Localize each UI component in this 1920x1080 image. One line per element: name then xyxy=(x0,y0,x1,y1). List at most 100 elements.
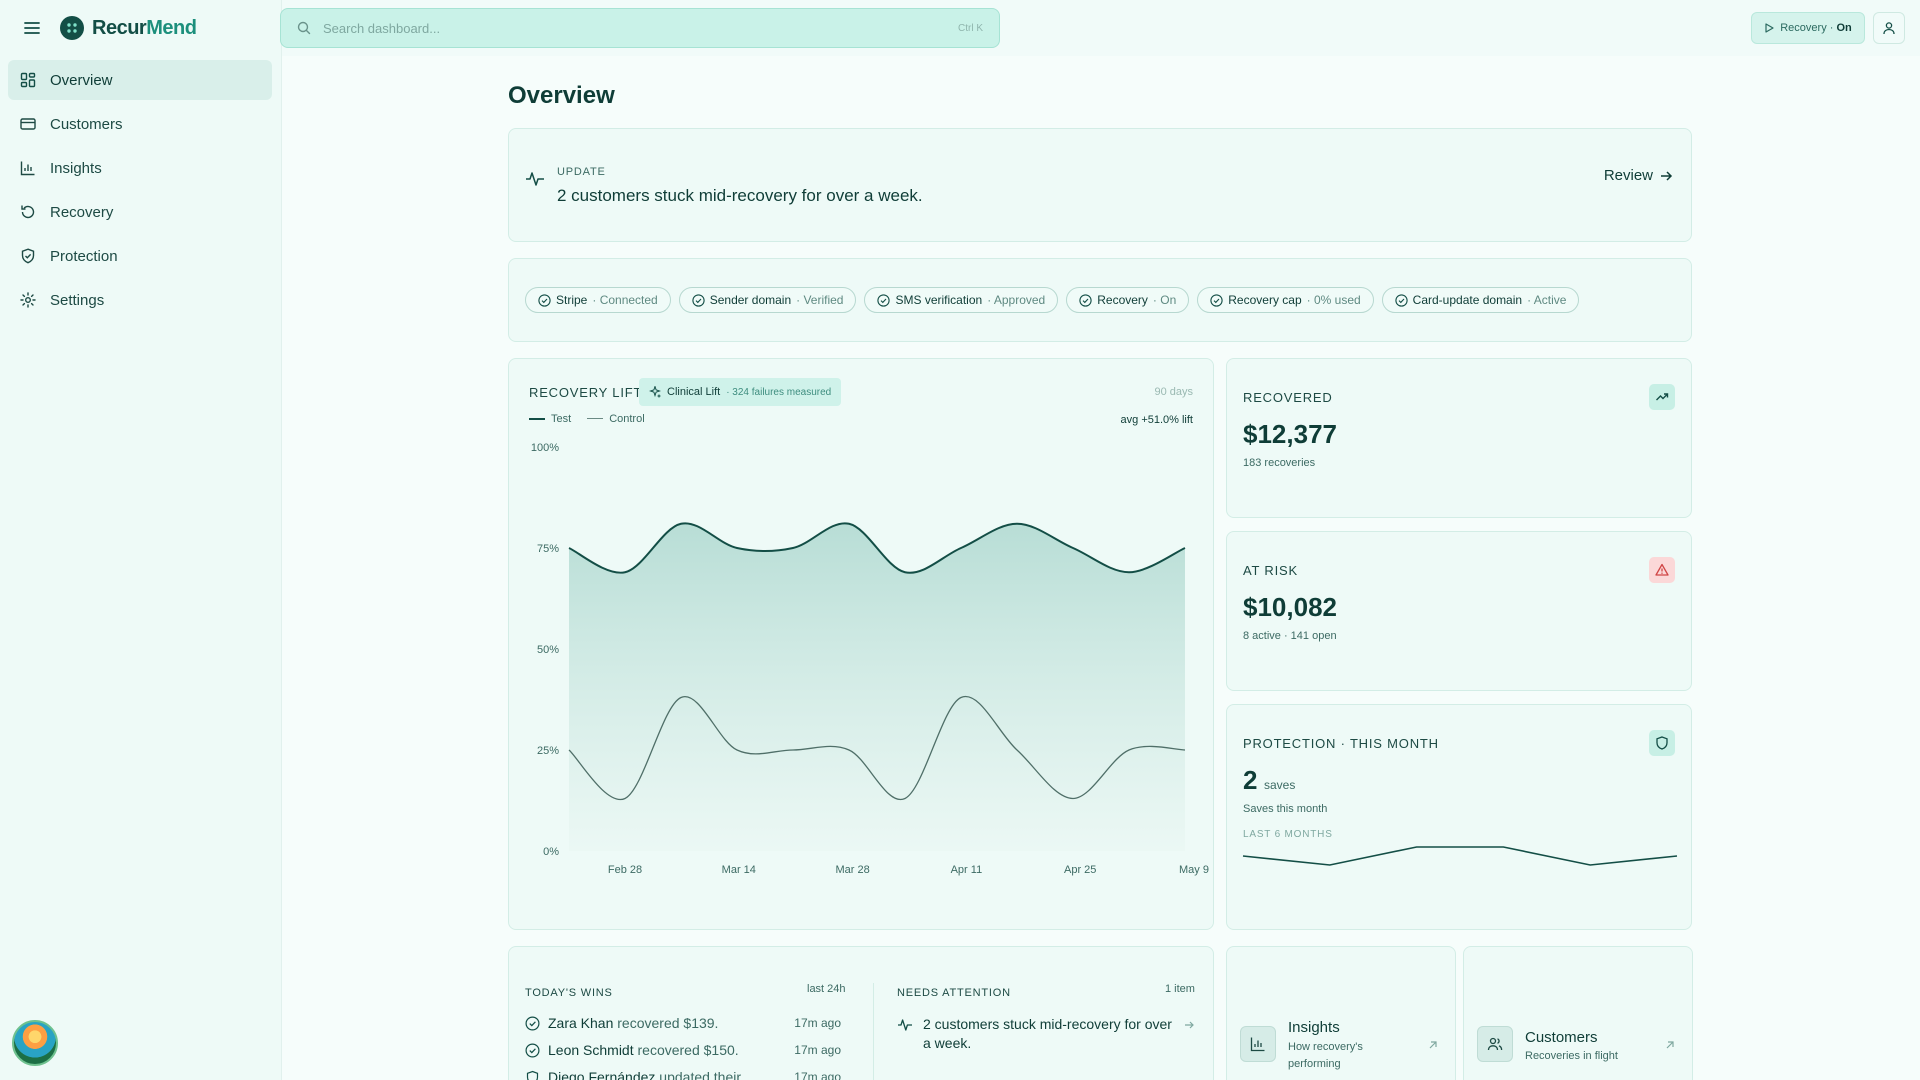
arrow-up-right-icon xyxy=(1429,1041,1437,1049)
sidebar-item-label: Settings xyxy=(50,291,105,309)
sidebar-item-insights[interactable]: Insights xyxy=(8,148,272,188)
list-item[interactable]: Diego Fernández updated their 17m ago xyxy=(525,1067,841,1080)
sparkline xyxy=(1242,846,1678,866)
shortcut-sub: How recovery's performing xyxy=(1288,1041,1363,1070)
card-icon xyxy=(20,118,36,130)
customers-shortcut[interactable]: Customers Recoveries in flight xyxy=(1463,946,1693,1080)
sidebar-item-overview[interactable]: Overview xyxy=(8,60,272,100)
list-item[interactable]: Zara Khan recovered $139. 17m ago xyxy=(525,1013,841,1033)
gear-icon xyxy=(20,292,36,308)
status-chip-recovery-cap[interactable]: Recovery cap · 0% used xyxy=(1197,287,1374,313)
sidebar-item-recovery[interactable]: Recovery xyxy=(8,192,272,232)
recovery-status-button[interactable]: Recovery · On xyxy=(1751,12,1865,44)
shield-check-icon xyxy=(21,248,35,264)
divider xyxy=(873,983,874,1080)
test-line xyxy=(568,522,1186,574)
sidebar-item-settings[interactable]: Settings xyxy=(8,280,272,320)
recovery-lift-title: RECOVERY LIFT xyxy=(529,385,643,400)
bar-chart-icon xyxy=(1240,1026,1276,1062)
x-tick-label: Mar 14 xyxy=(722,864,756,876)
arrow-right-icon xyxy=(1185,1021,1194,1029)
logo[interactable]: RecurMend xyxy=(60,16,197,40)
trend-up-icon xyxy=(1649,384,1675,410)
protection-value: 2 xyxy=(1243,765,1258,795)
status-chip-stripe[interactable]: Stripe · Connected xyxy=(525,287,671,313)
search-placeholder: Search dashboard... xyxy=(323,20,441,36)
arrow-right-icon xyxy=(1661,170,1673,181)
sidebar-item-customers[interactable]: Customers xyxy=(8,104,272,144)
brand-name: RecurMend xyxy=(92,16,197,39)
wins-range: last 24h xyxy=(807,983,846,995)
chart-legend: Test Control xyxy=(529,413,645,425)
sidebar-item-label: Overview xyxy=(50,71,113,89)
shortcut-sub: Recoveries in flight xyxy=(1525,1050,1618,1062)
spark-label: LAST 6 MONTHS xyxy=(1243,829,1333,840)
insights-shortcut[interactable]: Insights How recovery's performing xyxy=(1226,946,1456,1080)
recovered-card[interactable]: RECOVERED $12,377 183 recoveries xyxy=(1226,358,1692,518)
user-icon xyxy=(1883,22,1895,35)
attention-item[interactable]: 2 customers stuck mid-recovery for over … xyxy=(897,1015,1197,1053)
clinical-lift-badge[interactable]: Clinical Lift · 324 failures measured xyxy=(639,378,842,406)
check-circle-icon xyxy=(1079,293,1092,307)
recovered-sub: 183 recoveries xyxy=(1243,457,1316,469)
at-risk-title: AT RISK xyxy=(1243,563,1298,578)
status-chip-sms-verification[interactable]: SMS verification · Approved xyxy=(864,287,1059,313)
shield-icon xyxy=(1649,730,1675,756)
status-chip-recovery[interactable]: Recovery · On xyxy=(1066,287,1190,313)
users-icon xyxy=(1477,1026,1513,1062)
check-circle-icon xyxy=(1395,293,1408,307)
top-bar: RecurMend Search dashboard... Ctrl K Rec… xyxy=(0,0,1920,56)
search-shortcut: Ctrl K xyxy=(958,22,983,34)
sidebar-item-label: Insights xyxy=(50,159,102,177)
x-tick-label: Feb 28 xyxy=(608,864,642,876)
at-risk-card[interactable]: AT RISK $10,082 8 active · 141 open xyxy=(1226,531,1692,691)
activity-icon xyxy=(898,1019,912,1031)
bar-chart-icon xyxy=(20,161,35,176)
sidebar-nav: Overview Customers Insights Recovery Pro… xyxy=(8,60,272,324)
recovered-title: RECOVERED xyxy=(1243,390,1333,405)
at-risk-sub: 8 active · 141 open xyxy=(1243,630,1337,642)
sidebar-item-protection[interactable]: Protection xyxy=(8,236,272,276)
status-chips: Stripe · Connected Sender domain · Verifie… xyxy=(508,258,1692,342)
protection-title: PROTECTION · THIS MONTH xyxy=(1243,736,1439,751)
control-line xyxy=(568,695,1186,801)
range-label: 90 days xyxy=(1154,386,1193,398)
shield-icon xyxy=(526,1070,539,1080)
shortcut-title: Insights xyxy=(1288,1019,1340,1036)
list-item[interactable]: Leon Schmidt recovered $150. 17m ago xyxy=(525,1040,841,1060)
page-title: Overview xyxy=(508,82,615,109)
sidebar-item-label: Protection xyxy=(50,247,118,265)
update-banner: UPDATE 2 customers stuck mid-recovery fo… xyxy=(508,128,1692,242)
status-chip-card-update-domain[interactable]: Card-update domain · Active xyxy=(1381,287,1580,313)
wins-attention-card: TODAY'S WINS last 24h Zara Khan recovere… xyxy=(508,946,1214,1080)
user-menu-button[interactable] xyxy=(1873,12,1905,44)
shortcut-title: Customers xyxy=(1525,1029,1598,1046)
legend-control: Control xyxy=(587,413,645,425)
review-button[interactable]: Review xyxy=(1604,167,1673,184)
y-tick-label: 25% xyxy=(537,745,559,757)
recovered-value: $12,377 xyxy=(1243,419,1337,449)
y-tick-label: 50% xyxy=(537,644,559,656)
x-tick-label: Apr 25 xyxy=(1064,864,1096,876)
recovery-lift-card: RECOVERY LIFT Clinical Lift · 324 failur… xyxy=(508,358,1214,930)
y-tick-label: 0% xyxy=(543,846,559,858)
search-input[interactable]: Search dashboard... Ctrl K xyxy=(280,8,1000,48)
rotate-icon xyxy=(21,205,35,219)
legend-test: Test xyxy=(529,413,571,425)
protection-value-label: saves xyxy=(1264,778,1296,792)
grid-icon xyxy=(20,72,36,88)
protection-card[interactable]: PROTECTION · THIS MONTH 2 saves Saves th… xyxy=(1226,704,1692,930)
x-tick-label: Apr 11 xyxy=(951,864,983,876)
check-circle-icon xyxy=(1210,293,1223,307)
y-tick-label: 75% xyxy=(537,543,559,555)
check-circle-icon xyxy=(538,293,551,307)
update-message: 2 customers stuck mid-recovery for over … xyxy=(557,186,923,205)
avatar[interactable] xyxy=(12,1020,58,1066)
recovery-lift-chart: 0% 25% 50% 75% 100% Feb 28 Mar 14 Mar 28 Apr 11 A… xyxy=(531,442,1209,876)
status-chip-sender-domain[interactable]: Sender domain · Verified xyxy=(678,287,857,313)
check-circle-icon xyxy=(877,293,891,307)
sidebar xyxy=(0,0,282,1080)
attention-header: NEEDS ATTENTION xyxy=(897,987,1011,999)
menu-icon[interactable] xyxy=(20,16,44,40)
arrow-up-right-icon xyxy=(1666,1041,1674,1049)
